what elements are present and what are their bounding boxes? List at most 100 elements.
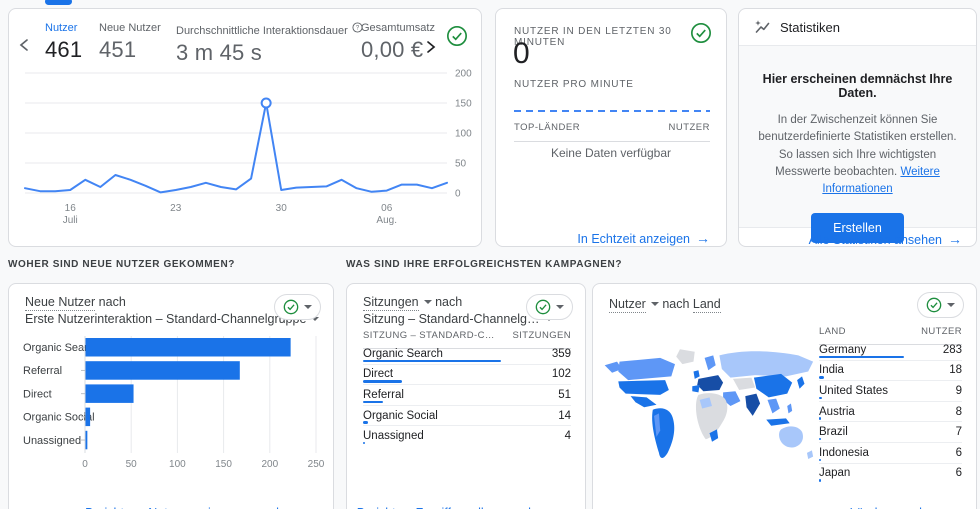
campaigns-table-header: SITZUNG – STANDARD-C… SITZUNGEN (363, 330, 571, 349)
status-check-icon (926, 297, 942, 313)
map-region-mexico (630, 396, 657, 408)
metric-label: Nutzer (45, 22, 78, 34)
svg-text:Unassigned: Unassigned (23, 435, 81, 447)
map-region-scandinavia (704, 355, 716, 371)
chart-status-dropdown[interactable] (917, 292, 964, 318)
chevron-left-icon[interactable] (16, 36, 34, 54)
svg-text:0: 0 (455, 189, 461, 200)
map-region-south-africa (709, 429, 719, 442)
chevron-down-icon (650, 302, 659, 306)
insights-header: Statistiken (739, 9, 976, 46)
metric-value: 0,00 € (361, 37, 424, 62)
row-label: Austria (819, 405, 855, 418)
row-bar (363, 380, 403, 383)
table-row[interactable]: Brazil 7 (819, 422, 962, 443)
insights-headline: Hier erscheinen demnächst Ihre Daten. (762, 72, 953, 100)
svg-text:100: 100 (169, 459, 186, 470)
map-region-sa-west (654, 413, 661, 437)
map-region-japan (797, 376, 805, 389)
realtime-title: NUTZER IN DEN LETZTEN 30 MINUTEN (514, 26, 672, 48)
row-value: 8 (955, 405, 962, 418)
arrow-right-icon: → (303, 504, 317, 509)
table-row[interactable]: Austria 8 (819, 402, 962, 423)
insights-body: Hier erscheinen demnächst Ihre Daten. In… (739, 46, 976, 244)
map-region-greenland (676, 349, 695, 365)
metric-selector[interactable]: Sitzungen (363, 295, 419, 311)
svg-text:?: ? (356, 26, 360, 32)
status-check-icon (690, 22, 712, 44)
svg-text:50: 50 (126, 459, 138, 470)
status-check-icon (283, 299, 299, 315)
row-bar (819, 355, 904, 359)
map-region-australia (779, 426, 803, 448)
row-value: 9 (955, 384, 962, 397)
metric-selector[interactable]: Neue Nutzer (25, 295, 96, 311)
row-bar (819, 479, 821, 482)
new-users-card: Neue Nutzer nach Erste Nutzerinteraktion… (8, 283, 334, 509)
table-row[interactable]: Organic Social 14 (363, 406, 571, 427)
countries-report-link[interactable]: Länder ansehen→ (850, 504, 960, 509)
table-row[interactable]: Unassigned 4 (363, 426, 571, 446)
per-minute-label: NUTZER PRO MINUTE (514, 79, 634, 90)
arrow-right-icon: → (946, 504, 960, 509)
dimension-selector[interactable]: Sitzung – Standard-Channelg… (363, 312, 540, 326)
acquisition-report-link[interactable]: Bericht zur Nutzergewinnung ansehen→ (85, 504, 317, 509)
col-users: NUTZER (668, 122, 710, 133)
dimension-selector[interactable]: Erste Nutzerinteraktion – Standard-Chann… (25, 312, 307, 326)
dimension-selector[interactable]: Land (692, 297, 721, 313)
insights-icon (753, 18, 771, 36)
countries-table-rows: Germany 283 India 18 United States 9 Austria 8 B… (819, 340, 962, 483)
row-bar (363, 441, 365, 445)
metric-tab-avg-engagement[interactable]: Durchschnittliche Interaktionsdauer? 3 m… (176, 22, 363, 66)
view-all-insights-link[interactable]: Alle Statistiken ansehen → (808, 231, 962, 247)
campaigns-card: Sitzungen nach Sitzung – Standard-Channe… (346, 283, 586, 509)
map-region-north-africa (699, 397, 712, 409)
metric-selector[interactable]: Nutzer (609, 297, 646, 313)
row-label: Referral (363, 388, 404, 401)
row-value: 359 (551, 347, 571, 360)
chart-status-dropdown[interactable] (274, 294, 321, 320)
metric-tab-revenue[interactable]: Gesamtumsatz 0,00 € (361, 22, 435, 63)
insights-title: Statistiken (780, 19, 840, 35)
row-label: United States (819, 384, 889, 397)
metric-label: Neue Nutzer (99, 22, 161, 34)
svg-text:50: 50 (455, 159, 467, 170)
map-region-middle-east (723, 391, 741, 406)
table-row[interactable]: Referral 51 (363, 385, 571, 406)
row-bar (819, 396, 822, 400)
map-region-iberia (692, 385, 700, 393)
no-data-text: Keine Daten verfügbar (550, 146, 672, 160)
view-realtime-link[interactable]: In Echtzeit anzeigen → (577, 230, 710, 246)
table-row[interactable]: Germany 283 (819, 340, 962, 361)
table-row[interactable]: Indonesia 6 (819, 443, 962, 464)
map-region-philippines (787, 403, 793, 414)
arrow-right-icon: → (696, 230, 710, 246)
learn-more-link[interactable]: Weitere Informationen (822, 165, 940, 195)
world-map (604, 349, 814, 460)
row-bar (819, 417, 822, 420)
row-label: Unassigned (363, 430, 424, 443)
create-button[interactable]: Erstellen (811, 213, 904, 244)
metric-tab-users[interactable]: Nutzer 461 (45, 22, 82, 63)
chevron-down-icon (304, 305, 312, 309)
countries-card-title: Nutzer nach Land (609, 297, 721, 313)
new-users-card-title: Neue Nutzer nach Erste Nutzerinteraktion… (25, 294, 320, 328)
table-row[interactable]: Direct 102 (363, 365, 571, 386)
traffic-report-link[interactable]: Bericht zu Zugriffsquellen ansehen→ (357, 504, 569, 509)
chart-status-dropdown[interactable] (526, 294, 573, 320)
chevron-down-icon (311, 317, 320, 321)
row-label: Organic Social (363, 409, 438, 422)
campaigns-table-rows: Organic Search 359 Direct 102 Referral 51 Orga… (363, 344, 571, 446)
chevron-right-icon[interactable] (421, 38, 439, 56)
table-row[interactable]: United States 9 (819, 381, 962, 402)
table-row[interactable]: Organic Search 359 (363, 344, 571, 365)
section-title-acquisition: WOHER SIND NEUE NUTZER GEKOMMEN? (8, 259, 235, 270)
svg-text:Organic Search: Organic Search (23, 342, 99, 354)
row-bar (819, 376, 825, 379)
metric-tab-new-users[interactable]: Neue Nutzer 451 (99, 22, 161, 63)
svg-text:100: 100 (455, 129, 472, 140)
table-row[interactable]: Japan 6 (819, 464, 962, 484)
map-region-china (753, 373, 793, 398)
table-row[interactable]: India 18 (819, 361, 962, 382)
section-title-campaigns: WAS SIND IHRE ERFOLGREICHSTEN KAMPAGNEN? (346, 259, 623, 270)
